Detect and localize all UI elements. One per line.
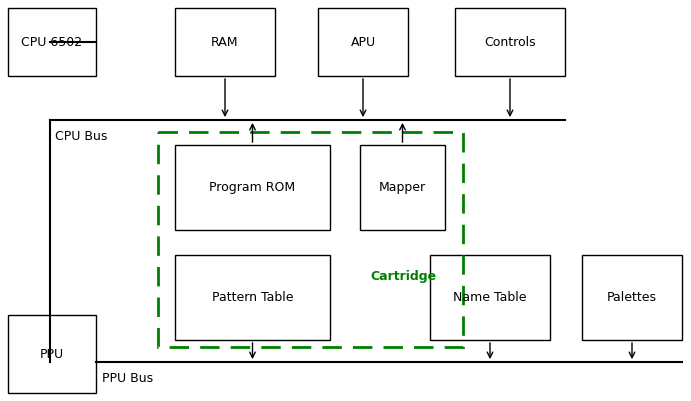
Bar (318, 8, 408, 76)
Text: Name Table: Name Table (453, 291, 527, 304)
Bar (430, 255, 550, 340)
Text: Mapper: Mapper (379, 181, 426, 194)
Bar (175, 255, 330, 340)
Text: Controls: Controls (484, 36, 536, 49)
Bar (8, 8, 96, 76)
Text: CPU Bus: CPU Bus (55, 130, 107, 143)
Bar (360, 145, 445, 230)
Text: PPU Bus: PPU Bus (102, 372, 153, 385)
Bar (455, 8, 565, 76)
Text: APU: APU (350, 36, 376, 49)
Text: Program ROM: Program ROM (209, 181, 296, 194)
Bar (175, 8, 275, 76)
Text: CPU 6502: CPU 6502 (21, 36, 82, 49)
Text: Palettes: Palettes (607, 291, 657, 304)
Bar (158, 132, 463, 347)
Text: PPU: PPU (40, 348, 64, 360)
Text: Cartridge: Cartridge (370, 270, 436, 283)
Text: RAM: RAM (211, 36, 239, 49)
Bar (582, 255, 682, 340)
Bar (175, 145, 330, 230)
Bar (8, 315, 96, 393)
Text: Pattern Table: Pattern Table (211, 291, 293, 304)
